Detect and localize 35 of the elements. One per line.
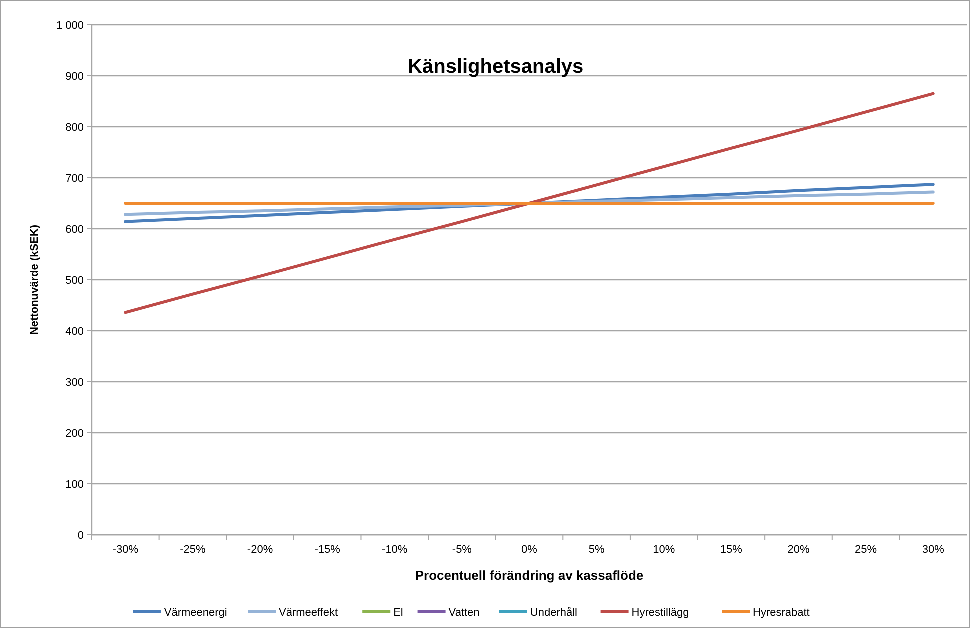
line-series xyxy=(124,92,935,314)
x-tick-label: -10% xyxy=(382,544,408,556)
x-tick-label: 15% xyxy=(720,544,743,556)
y-tick-label: 1 000 xyxy=(56,20,84,32)
y-tick-label: 100 xyxy=(66,478,84,491)
y-tick-label: 800 xyxy=(66,122,84,134)
x-tick-label: 25% xyxy=(855,544,878,556)
x-tick-label: 20% xyxy=(788,544,810,556)
x-tick-label: -25% xyxy=(180,544,206,556)
y-tick-label: 400 xyxy=(66,326,84,338)
legend-label: El xyxy=(394,606,404,619)
legend-label: Värmeeffekt xyxy=(279,606,338,619)
legend-label: Hyresrabatt xyxy=(753,606,810,619)
x-tick-label: 5% xyxy=(588,544,605,556)
y-axis-title: Nettonuvärde (kSEK) xyxy=(29,224,41,336)
x-axis-title: Procentuell förändring av kassaflöde xyxy=(415,568,644,583)
text: Känslighetsanalys xyxy=(408,56,584,78)
legend-label: Underhåll xyxy=(530,606,578,619)
x-tick-label: 30% xyxy=(922,544,945,556)
x-tick-label: -15% xyxy=(314,544,341,556)
x-tick-label: -20% xyxy=(247,544,274,556)
x-tick-label: 10% xyxy=(653,544,676,556)
y-tick-label: 200 xyxy=(66,428,84,440)
y-tick-label: 300 xyxy=(66,376,84,389)
y-tick-label: 600 xyxy=(66,224,84,236)
x-tick-label: -5% xyxy=(452,544,472,556)
x-tick-label: -30% xyxy=(112,544,139,556)
x-tick-label: 0% xyxy=(522,544,538,556)
legend-label: Vatten xyxy=(448,606,480,619)
y-tick-label: 900 xyxy=(66,70,84,83)
y-tick-label: 700 xyxy=(66,172,84,185)
legend-label: Värmeenergi xyxy=(164,606,228,619)
y-tick-label: 0 xyxy=(78,530,84,542)
legend-label: Hyrestillägg xyxy=(632,606,690,619)
y-tick-label: 500 xyxy=(66,274,84,287)
